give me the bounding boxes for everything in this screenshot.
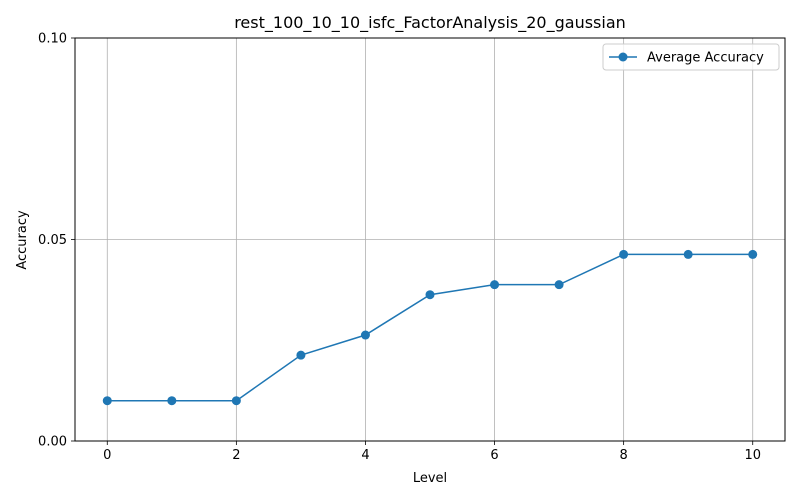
data-point	[554, 280, 564, 290]
x-tick-label: 0	[103, 448, 111, 463]
legend-marker-swatch	[618, 52, 628, 62]
data-point	[360, 330, 370, 340]
x-tick-label: 6	[490, 448, 498, 463]
data-point	[490, 280, 500, 290]
data-point	[102, 396, 112, 406]
chart-title: rest_100_10_10_isfc_FactorAnalysis_20_ga…	[234, 13, 626, 33]
data-point	[619, 249, 629, 259]
x-axis-label: Level	[413, 471, 447, 486]
x-tick-label: 4	[361, 448, 369, 463]
legend-label: Average Accuracy	[647, 51, 764, 66]
x-tick-label: 2	[232, 448, 240, 463]
data-point	[425, 290, 435, 300]
legend: Average Accuracy	[602, 43, 780, 71]
series-layer	[102, 249, 758, 406]
legend-box	[602, 43, 780, 71]
y-tick-label: 0.00	[38, 435, 67, 450]
data-point	[296, 350, 306, 360]
data-point	[683, 249, 693, 259]
y-tick-label: 0.05	[38, 233, 67, 248]
data-point	[167, 396, 177, 406]
ticks: 0 2 4 6 8 10 0.00 0.05 0.10	[38, 32, 761, 464]
x-tick-label: 10	[744, 448, 761, 463]
y-tick-label: 0.10	[38, 32, 67, 47]
data-point	[748, 249, 758, 259]
x-tick-label: 8	[619, 448, 627, 463]
data-point	[231, 396, 241, 406]
y-axis-label: Accuracy	[15, 210, 30, 270]
